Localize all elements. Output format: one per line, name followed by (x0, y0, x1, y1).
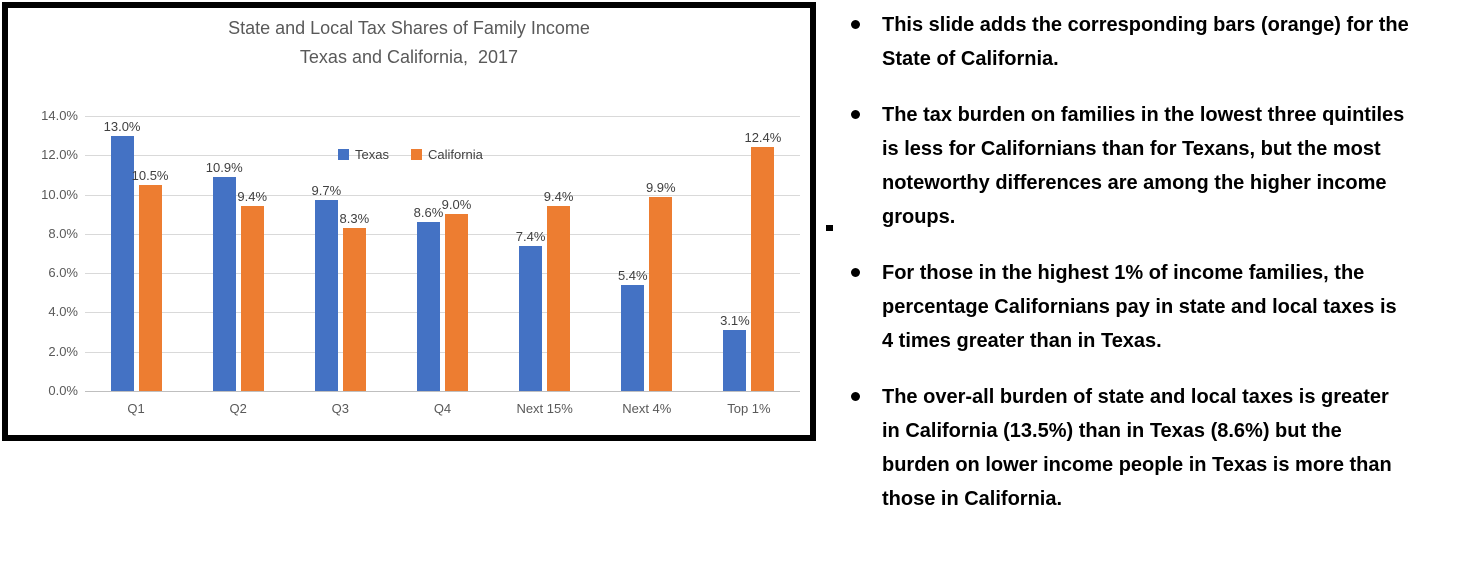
gridline (85, 155, 800, 157)
data-label: 9.4% (237, 189, 268, 205)
chart-title: State and Local Tax Shares of Family Inc… (8, 14, 810, 72)
bullet-marker (851, 392, 860, 401)
y-tick-label: 0.0% (48, 383, 78, 398)
bullet-marker (851, 268, 860, 277)
bullet-panel: This slide adds the corresponding bars (… (848, 8, 1410, 538)
data-label: 13.0% (103, 118, 141, 134)
legend-label: Texas (355, 147, 389, 162)
bar-texas: 13.0% (104, 119, 141, 391)
bar-texas: 10.9% (206, 160, 243, 391)
plot-gridlines (85, 116, 800, 392)
bar-california: 10.5% (132, 168, 169, 391)
y-tick-label: 2.0% (48, 343, 78, 359)
bar-california: 9.4% (544, 189, 573, 391)
bar-group: 8.6% 9.0% Q4 (391, 116, 493, 416)
legend-swatch (410, 149, 422, 160)
bullet-marker (851, 110, 860, 119)
bar-texas: 9.7% (312, 183, 341, 391)
bar-california: 9.4% (237, 189, 267, 391)
bar-texas: 8.6% (414, 205, 443, 391)
data-label: 7.4% (515, 228, 546, 244)
bar-group: 9.7% 8.3% Q3 (289, 116, 391, 416)
y-axis-labels: 0.0% 2.0% 4.0% 6.0% 8.0% 10.0% 12.0% 14.0% (14, 108, 78, 398)
data-label: 9.9% (645, 179, 676, 195)
bullet-text: For those in the highest 1% of income fa… (882, 262, 1397, 352)
bar-california: 9.9% (646, 180, 676, 391)
gridline (85, 194, 800, 196)
bar-california: 12.4% (744, 130, 781, 391)
bullet-text: This slide adds the corresponding bars (… (882, 14, 1409, 70)
x-axis-label: Next 4% (622, 401, 672, 416)
bar-texas: 5.4% (618, 268, 648, 391)
data-label: 3.1% (720, 313, 750, 329)
x-axis-label: Q4 (433, 401, 452, 416)
legend-item-texas: Texas (338, 147, 389, 162)
gridline (85, 273, 800, 275)
x-axis-label: Next 15% (516, 401, 573, 416)
bar-california: 8.3% (340, 211, 369, 391)
bullet-text: The over-all burden of state and local t… (882, 386, 1392, 510)
data-label: 5.4% (617, 267, 648, 283)
legend-item-california: California (410, 147, 483, 162)
bullet-text: The tax burden on families in the lowest… (882, 104, 1405, 228)
data-label: 9.7% (311, 183, 342, 199)
x-axis-label: Q2 (229, 401, 247, 416)
bar-group: 13.0% 10.5% Q1 (85, 116, 187, 416)
bar-group: 7.4% 9.4% Next 15% (494, 116, 596, 416)
data-label: 8.3% (339, 210, 370, 226)
data-label: 10.9% (205, 159, 243, 175)
bullet-marker (851, 20, 860, 29)
bar-texas: 3.1% (720, 313, 750, 391)
stray-mark (826, 225, 833, 231)
x-axis-label: Top 1% (727, 401, 771, 416)
bullet-item: This slide adds the corresponding bars (… (848, 8, 1410, 76)
y-tick-label: 14.0% (41, 108, 78, 123)
chart-title-line1: State and Local Tax Shares of Family Inc… (228, 18, 590, 38)
chart-title-line2: Texas and California, 2017 (299, 47, 519, 67)
bullet-item: The tax burden on families in the lowest… (848, 98, 1410, 234)
plot-bars: 13.0% 10.5% Q1 10.9% 9.4% Q2 9.7% 8.3% Q3 8.6% 9.0… (85, 116, 800, 416)
bar-group: 10.9% 9.4% Q2 (187, 116, 289, 416)
bar-texas: 7.4% (516, 229, 545, 391)
plot-area: 13.0% 10.5% Q1 10.9% 9.4% Q2 9.7% 8.3% Q3 8.6% 9.0… (85, 116, 800, 416)
data-label: 10.5% (131, 167, 169, 183)
bar-group: 3.1% 12.4% Top 1% (698, 116, 800, 416)
legend-swatch (338, 149, 349, 160)
gridline (85, 312, 800, 314)
y-tick-label: 4.0% (48, 304, 78, 320)
bar-group: 5.4% 9.9% Next 4% (596, 116, 698, 416)
data-label: 9.4% (543, 189, 574, 205)
gridline (85, 233, 800, 235)
y-tick-label: 10.0% (41, 186, 78, 202)
gridline (85, 116, 800, 117)
bullet-list: This slide adds the corresponding bars (… (848, 8, 1410, 516)
data-label: 12.4% (744, 130, 782, 146)
bar-california: 9.0% (442, 197, 471, 391)
legend-label: California (427, 147, 483, 162)
data-label: 9.0% (441, 197, 472, 213)
bullet-item: For those in the highest 1% of income fa… (848, 256, 1410, 358)
bullet-item: The over-all burden of state and local t… (848, 380, 1410, 516)
x-axis-label: Q1 (127, 401, 145, 416)
data-label: 8.6% (413, 205, 444, 221)
y-tick-label: 12.0% (41, 147, 78, 163)
y-tick-label: 8.0% (48, 225, 78, 241)
gridline (85, 351, 800, 353)
gridline (85, 391, 800, 392)
y-tick-label: 6.0% (48, 265, 78, 281)
chart-panel: State and Local Tax Shares of Family Inc… (2, 2, 816, 441)
x-axis-label: Q3 (331, 401, 350, 416)
legend: Texas California (338, 147, 483, 162)
